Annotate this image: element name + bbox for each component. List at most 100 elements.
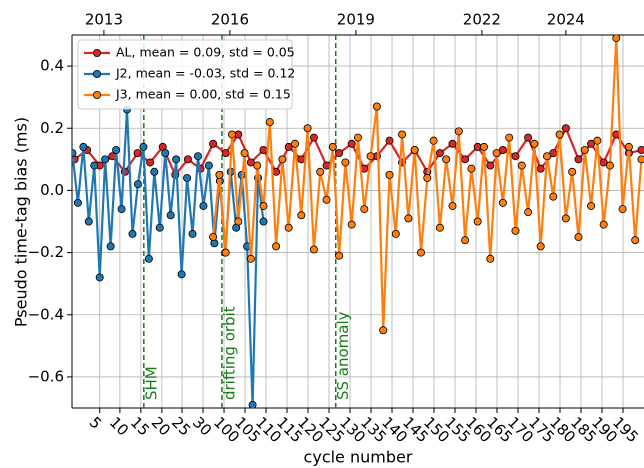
- point: [193, 152, 202, 161]
- point: [106, 242, 115, 251]
- point: [284, 223, 293, 232]
- point: [372, 102, 381, 111]
- point: [492, 149, 501, 158]
- series-line: [72, 109, 265, 405]
- y-axis-label: Pseudo time-tag bias (ms): [12, 117, 31, 327]
- point: [278, 155, 287, 164]
- point: [259, 146, 268, 155]
- point: [574, 155, 583, 164]
- point: [84, 217, 93, 226]
- point: [536, 242, 545, 251]
- plot-area: [72, 35, 644, 408]
- point: [95, 273, 104, 282]
- point: [316, 167, 325, 176]
- point: [618, 205, 627, 214]
- legend-label: J3, mean = 0.00, std = 0.15: [115, 87, 291, 102]
- point: [505, 133, 514, 142]
- point: [291, 139, 300, 148]
- point: [631, 236, 640, 245]
- point: [587, 201, 596, 210]
- legend-label: AL, mean = 0.09, std = 0.05: [116, 45, 295, 60]
- point: [309, 245, 318, 254]
- point: [221, 149, 230, 158]
- legend-marker: [93, 49, 102, 58]
- y-tick-label: −0.6: [28, 367, 64, 385]
- point: [133, 180, 142, 189]
- point: [385, 136, 394, 145]
- point: [101, 155, 110, 164]
- point: [128, 229, 137, 238]
- point: [117, 205, 126, 214]
- point: [272, 242, 281, 251]
- point: [511, 226, 520, 235]
- point: [398, 130, 407, 139]
- x2-tick-label: 2013: [85, 11, 123, 29]
- legend-marker: [93, 70, 102, 79]
- point: [624, 142, 633, 151]
- point: [461, 155, 470, 164]
- point: [467, 164, 476, 173]
- point: [341, 158, 350, 167]
- point: [599, 220, 608, 229]
- point: [574, 233, 583, 242]
- point: [498, 198, 507, 207]
- point: [272, 167, 281, 176]
- point: [221, 248, 230, 257]
- y-tick-label: −0.2: [28, 243, 64, 261]
- point: [580, 146, 589, 155]
- point: [530, 139, 539, 148]
- point: [166, 211, 175, 220]
- point: [347, 220, 356, 229]
- x-axis-label: cycle number: [304, 448, 413, 467]
- point: [246, 254, 255, 263]
- point: [284, 142, 293, 151]
- event-label: SS anomaly: [334, 311, 352, 400]
- point: [246, 158, 255, 167]
- event-label: SHM: [142, 366, 160, 400]
- point: [297, 155, 306, 164]
- legend-box: [77, 39, 293, 110]
- point: [448, 139, 457, 148]
- point: [265, 118, 274, 127]
- point: [524, 208, 533, 217]
- point: [360, 205, 369, 214]
- point: [416, 248, 425, 257]
- x2-tick-label: 2019: [337, 11, 375, 29]
- event-label: drifting orbit: [220, 306, 238, 400]
- y-tick-label: 0.0: [40, 181, 64, 199]
- point: [322, 161, 331, 170]
- legend-label: J2, mean = -0.03, std = 0.12: [115, 66, 295, 81]
- point: [410, 146, 419, 155]
- point: [404, 214, 413, 223]
- point: [379, 326, 388, 335]
- point: [322, 195, 331, 204]
- point: [429, 136, 438, 145]
- point: [133, 149, 142, 158]
- point: [605, 161, 614, 170]
- point: [209, 233, 218, 242]
- point: [253, 161, 262, 170]
- point: [146, 158, 155, 167]
- y-tick-label: 0.2: [40, 119, 64, 137]
- point: [155, 223, 164, 232]
- point: [593, 136, 602, 145]
- point: [172, 155, 181, 164]
- point: [391, 229, 400, 238]
- point: [215, 170, 224, 179]
- point: [498, 146, 507, 155]
- point: [347, 139, 356, 148]
- point: [183, 155, 192, 164]
- point: [177, 270, 186, 279]
- y-tick-label: 0.4: [40, 57, 64, 75]
- point: [561, 124, 570, 133]
- point: [228, 130, 237, 139]
- point: [511, 152, 520, 161]
- point: [486, 161, 495, 170]
- x2-tick-label: 2016: [211, 11, 249, 29]
- x2-tick-label: 2022: [463, 11, 501, 29]
- point: [183, 173, 192, 182]
- point: [188, 229, 197, 238]
- point: [309, 133, 318, 142]
- x-tick-label: 5: [86, 413, 105, 432]
- point: [79, 142, 88, 151]
